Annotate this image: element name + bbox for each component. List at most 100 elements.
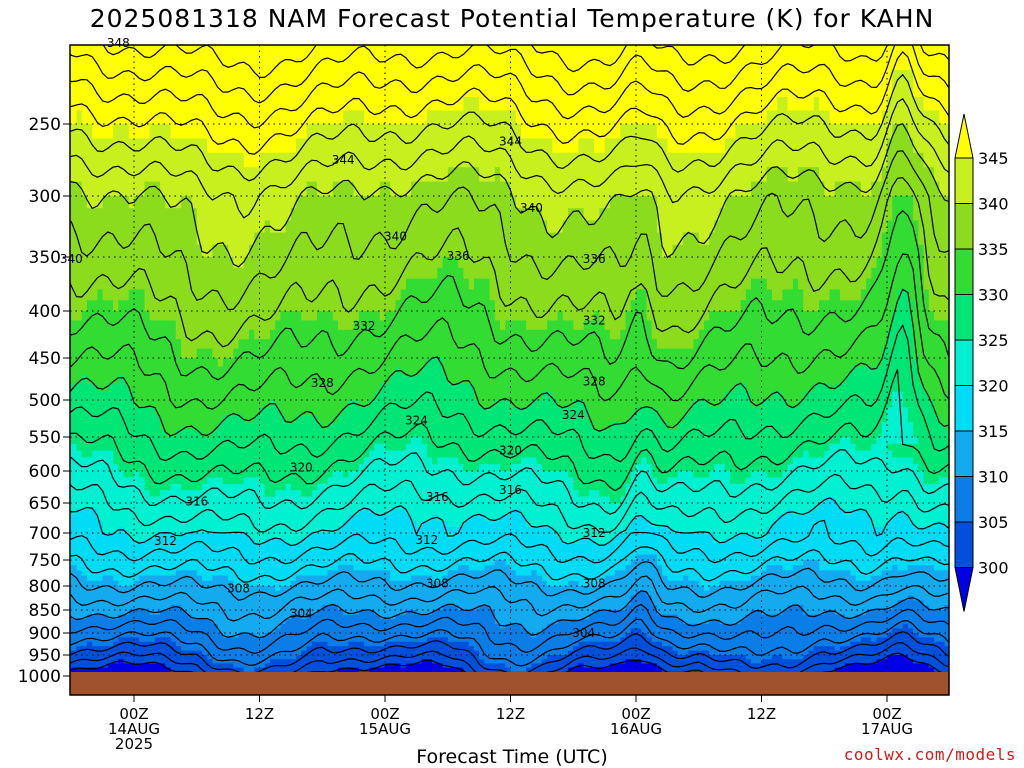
heatmap-cell xyxy=(97,70,104,85)
heatmap-cell xyxy=(170,614,177,620)
heatmap-cell xyxy=(97,570,104,577)
heatmap-cell xyxy=(186,538,193,545)
heatmap-cell xyxy=(249,663,255,669)
heatmap-cell xyxy=(280,391,287,401)
heatmap-cell xyxy=(337,590,344,597)
heatmap-cell xyxy=(149,580,156,587)
heatmap-cell xyxy=(165,655,172,660)
heatmap-cell xyxy=(160,70,166,85)
heatmap-cell xyxy=(228,619,234,625)
heatmap-cell xyxy=(332,560,339,566)
heatmap-cell xyxy=(243,641,250,647)
heatmap-cell xyxy=(312,16,318,30)
heatmap-cell xyxy=(337,633,344,638)
heatmap-cell xyxy=(228,490,234,498)
heatmap-cell xyxy=(322,471,329,478)
heatmap-cell xyxy=(76,366,83,376)
heatmap-cell xyxy=(364,586,370,592)
heatmap-cell xyxy=(290,450,297,458)
heatmap-cell xyxy=(107,267,114,280)
heatmap-cell xyxy=(343,554,349,561)
heatmap-cell xyxy=(311,538,318,545)
heatmap-cell xyxy=(181,655,187,660)
heatmap-cell xyxy=(327,659,334,664)
heatmap-cell xyxy=(285,457,292,465)
heatmap-cell xyxy=(181,533,187,539)
heatmap-cell xyxy=(217,407,224,416)
heatmap-cell xyxy=(364,339,370,350)
heatmap-cell xyxy=(270,605,276,611)
heatmap-cell xyxy=(186,637,193,643)
heatmap-cell xyxy=(86,565,93,571)
heatmap-cell xyxy=(207,533,213,539)
heatmap-cell xyxy=(202,366,208,376)
heatmap-cell xyxy=(275,16,281,30)
heatmap-cell xyxy=(296,278,302,290)
heatmap-cell xyxy=(259,45,266,58)
heatmap-cell xyxy=(118,83,125,98)
heatmap-cell xyxy=(139,628,145,634)
heatmap-cell xyxy=(243,477,250,485)
heatmap-cell xyxy=(259,366,266,376)
heatmap-cell xyxy=(238,543,245,550)
heatmap-cell xyxy=(202,289,208,301)
heatmap-cell xyxy=(165,311,172,321)
heatmap-cell xyxy=(280,509,287,516)
heatmap-cell xyxy=(113,16,119,30)
heatmap-cell xyxy=(160,289,166,301)
heatmap-cell xyxy=(233,422,240,431)
heatmap-cell xyxy=(92,181,98,197)
heatmap-cell xyxy=(254,400,261,408)
heatmap-cell xyxy=(212,300,219,312)
heatmap-cell xyxy=(196,320,203,331)
heatmap-cell xyxy=(337,570,344,577)
heatmap-cell xyxy=(134,575,140,582)
heatmap-cell xyxy=(228,610,234,616)
heatmap-cell xyxy=(374,374,381,384)
heatmap-cell xyxy=(301,329,308,340)
heatmap-cell xyxy=(202,407,208,416)
heatmap-cell xyxy=(327,483,334,491)
heatmap-cell xyxy=(228,628,234,634)
heatmap-cell xyxy=(275,220,281,234)
heatmap-cell xyxy=(359,30,365,44)
heatmap-cell xyxy=(71,538,78,545)
heatmap-cell xyxy=(353,464,360,472)
heatmap-cell xyxy=(160,515,166,522)
heatmap-cell xyxy=(186,329,193,340)
heatmap-cell xyxy=(191,570,198,577)
heatmap-cell xyxy=(364,450,370,458)
heatmap-cell xyxy=(332,471,339,478)
heatmap-cell xyxy=(275,490,281,498)
heatmap-cell xyxy=(243,600,250,606)
heatmap-cell xyxy=(128,152,135,168)
heatmap-cell xyxy=(154,300,161,312)
heatmap-cell xyxy=(264,619,271,625)
heatmap-cell xyxy=(81,671,88,672)
heatmap-cell xyxy=(228,549,234,556)
heatmap-cell xyxy=(154,366,161,376)
heatmap-cell xyxy=(139,464,145,472)
heatmap-cell xyxy=(123,320,130,331)
heatmap-cell xyxy=(296,637,302,643)
heatmap-cell xyxy=(375,30,381,44)
heatmap-cell xyxy=(364,464,370,472)
heatmap-cell xyxy=(228,477,234,485)
heatmap-cell xyxy=(86,527,93,534)
heatmap-cell xyxy=(374,521,381,528)
heatmap-cell xyxy=(364,457,370,465)
heatmap-cell xyxy=(217,443,224,452)
heatmap-cell xyxy=(191,650,198,656)
heatmap-cell xyxy=(254,257,261,269)
heatmap-cell xyxy=(86,267,93,280)
heatmap-cell xyxy=(238,329,245,340)
heatmap-cell xyxy=(301,83,308,98)
heatmap-cell xyxy=(81,633,88,638)
heatmap-cell xyxy=(170,407,177,416)
heatmap-cell xyxy=(369,208,376,221)
heatmap-cell xyxy=(76,220,83,234)
heatmap-cell xyxy=(369,628,376,634)
heatmap-cell xyxy=(196,477,203,485)
heatmap-cell xyxy=(259,422,266,431)
